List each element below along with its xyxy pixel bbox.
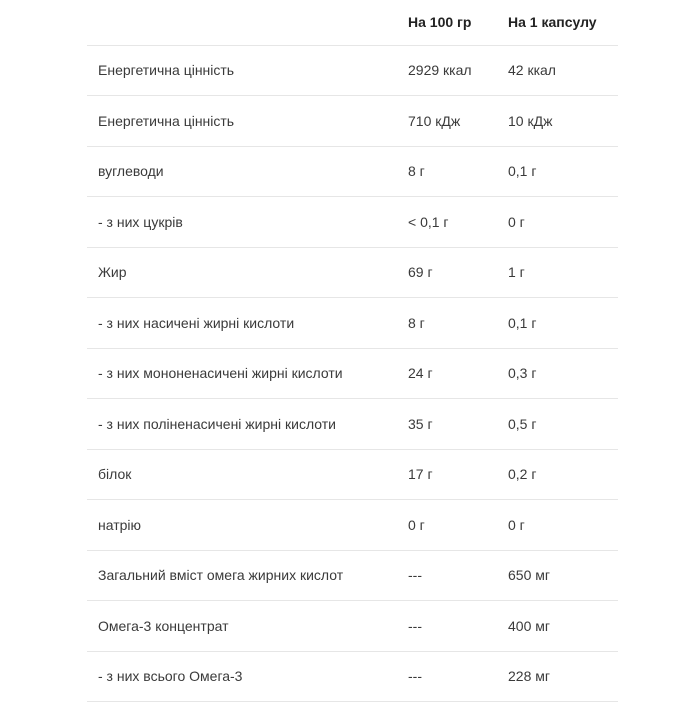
value-per-capsule: 0,5 г [508,416,618,432]
value-per-capsule: 10 кДж [508,113,618,129]
nutrient-name: Омега-3 концентрат [87,618,408,634]
table-row: - з них всього Омега-3---228 мг [87,652,618,702]
value-per-capsule: 228 мг [508,668,618,684]
nutrient-name: натрію [87,517,408,533]
value-per-capsule: 400 мг [508,618,618,634]
nutrient-name: - з них насичені жирні кислоти [87,315,408,331]
nutrient-name: - з них мононенасичені жирні кислоти [87,365,408,381]
nutrient-name: - з них поліненасичені жирні кислоти [87,416,408,432]
table-header: На 100 гр На 1 капсулу [87,0,618,46]
value-per-100: 24 г [408,365,508,381]
nutrient-name: Жир [87,264,408,280]
nutrient-name: Енергетична цінність [87,113,408,129]
nutrient-name: - з них всього Омега-3 [87,668,408,684]
value-per-100: --- [408,668,508,684]
nutrient-name: Енергетична цінність [87,62,408,78]
nutrient-name: Загальний вміст омега жирних кислот [87,567,408,583]
value-per-capsule: 0 г [508,517,618,533]
header-per-100: На 100 гр [408,14,508,30]
value-per-100: 710 кДж [408,113,508,129]
value-per-capsule: 0 г [508,214,618,230]
table-row: Омега-3 концентрат---400 мг [87,601,618,652]
value-per-100: 0 г [408,517,508,533]
value-per-100: 8 г [408,163,508,179]
nutrient-name: вуглеводи [87,163,408,179]
value-per-capsule: 0,3 г [508,365,618,381]
value-per-capsule: 650 мг [508,567,618,583]
nutrient-name: білок [87,466,408,482]
value-per-capsule: 1 г [508,264,618,280]
value-per-100: --- [408,618,508,634]
value-per-capsule: 42 ккал [508,62,618,78]
header-per-capsule: На 1 капсулу [508,14,618,30]
value-per-100: --- [408,567,508,583]
value-per-100: 35 г [408,416,508,432]
value-per-100: 8 г [408,315,508,331]
nutrient-name: - з них цукрів [87,214,408,230]
value-per-100: 69 г [408,264,508,280]
table-row: Загальний вміст омега жирних кислот---65… [87,551,618,602]
nutrition-table: На 100 гр На 1 капсулу Енергетична цінні… [87,0,618,702]
value-per-100: < 0,1 г [408,214,508,230]
value-per-capsule: 0,1 г [508,163,618,179]
value-per-100: 17 г [408,466,508,482]
value-per-capsule: 0,1 г [508,315,618,331]
value-per-capsule: 0,2 г [508,466,618,482]
value-per-100: 2929 ккал [408,62,508,78]
